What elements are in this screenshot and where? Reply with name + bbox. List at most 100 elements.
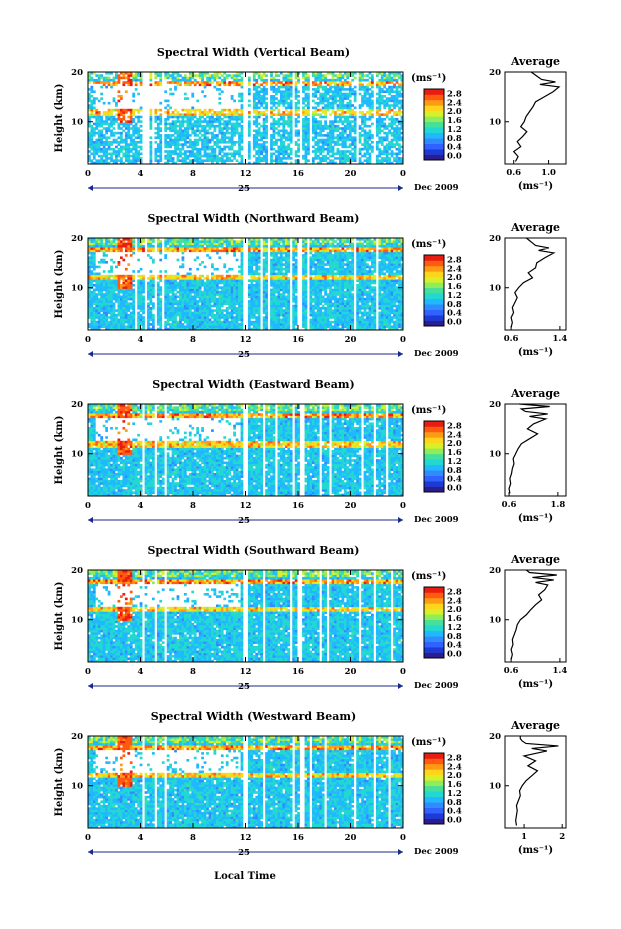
y-tick-label: 10 [71, 284, 83, 294]
colorbar-segment [424, 785, 444, 792]
y-axis-label: Height (km) [54, 416, 65, 485]
date-label: Dec 2009 [414, 847, 459, 857]
x-tick-label: 0 [85, 169, 91, 179]
day-axis-arrow-right [398, 849, 403, 855]
colorbar-tick-label: 0.8 [447, 632, 462, 642]
colorbar-tick-label: 2.0 [447, 107, 462, 117]
x-tick-label: 0 [85, 335, 91, 345]
average-profile-line [510, 569, 557, 660]
colorbar-segment [424, 614, 444, 621]
average-profile-line [512, 71, 561, 162]
colorbar-segment [424, 818, 444, 825]
colorbar-tick-label: 0.8 [447, 798, 462, 808]
colorbar-segment [424, 293, 444, 299]
colorbar-segment [424, 265, 444, 272]
day-axis-arrow-left [88, 185, 93, 191]
colorbar-segment [424, 619, 444, 626]
average-title: Average [510, 387, 560, 400]
colorbar-segment [424, 647, 444, 653]
colorbar-segment [424, 298, 444, 305]
x-tick-label: 12 [240, 501, 252, 511]
colorbar-segment [424, 802, 444, 808]
average-x-label: (ms⁻¹) [518, 845, 553, 856]
y-tick-label: 20 [71, 400, 83, 410]
panel-2: Spectral Width (Northward Beam) 0 4 8 12 16 20… [54, 212, 567, 360]
colorbar-tick-label: 1.2 [447, 623, 462, 633]
colorbar-tick-label: 0.8 [447, 466, 462, 476]
x-tick-label: 16 [292, 833, 304, 843]
average-x-tick-label: 1.0 [541, 168, 556, 178]
colorbar-segment [424, 807, 444, 814]
average-frame [504, 569, 567, 663]
x-tick-label: 16 [292, 335, 304, 345]
y-tick-label: 10 [71, 118, 83, 128]
average-title: Average [510, 221, 560, 234]
date-label: Dec 2009 [414, 183, 459, 193]
day-axis-arrow-right [398, 517, 403, 523]
x-tick-label: 12 [240, 335, 252, 345]
colorbar-segment [424, 769, 444, 776]
average-x-label: (ms⁻¹) [518, 181, 553, 192]
colorbar-segment [424, 608, 444, 615]
average-profile-line [515, 736, 559, 826]
colorbar-tick-label: 1.2 [447, 291, 462, 301]
x-tick-label: 8 [190, 667, 196, 677]
date-label: Dec 2009 [414, 349, 459, 359]
average-y-tick-label: 20 [489, 732, 501, 742]
colorbar-segment [424, 652, 444, 659]
colorbar-tick-label: 2.8 [447, 587, 462, 597]
day-label: 25 [238, 848, 250, 858]
colorbar-frame [423, 88, 445, 161]
colorbar-segment [424, 110, 444, 117]
panel-title: Spectral Width (Westward Beam) [151, 710, 356, 723]
date-label: Dec 2009 [414, 515, 459, 525]
colorbar-tick-label: 1.2 [447, 789, 462, 799]
average-x-tick-label: 0.6 [506, 168, 521, 178]
colorbar-tick-label: 0.0 [447, 816, 462, 826]
colorbar-segment [424, 791, 444, 797]
colorbar-segment [424, 287, 444, 294]
x-tick-label: 12 [240, 833, 252, 843]
average-title: Average [510, 719, 560, 732]
average-x-tick-label: 0.6 [504, 334, 519, 344]
colorbar-unit: (ms⁻¹) [411, 571, 446, 582]
day-label: 25 [238, 350, 250, 360]
colorbar-unit: (ms⁻¹) [411, 73, 446, 84]
plot-frame [87, 237, 404, 331]
colorbar-tick-label: 1.6 [447, 116, 462, 126]
colorbar-tick-label: 1.2 [447, 457, 462, 467]
x-tick-label: 16 [292, 169, 304, 179]
x-tick-label: 20 [345, 667, 357, 677]
colorbar-segment [424, 486, 444, 493]
y-tick-label: 10 [71, 616, 83, 626]
colorbar-segment [424, 89, 444, 95]
colorbar-tick-label: 0.0 [447, 152, 462, 162]
colorbar-segment [424, 453, 444, 460]
colorbar-segment [424, 154, 444, 161]
colorbar-segment [424, 753, 444, 759]
colorbar-segment [424, 315, 444, 321]
average-y-tick-label: 10 [489, 616, 501, 626]
colorbar-tick-label: 2.4 [447, 762, 462, 772]
heatmap [88, 238, 404, 331]
panel-title: Spectral Width (Eastward Beam) [152, 378, 354, 391]
colorbar-tick-label: 2.8 [447, 753, 462, 763]
x-tick-label: 20 [345, 833, 357, 843]
x-tick-label: 16 [292, 501, 304, 511]
colorbar-segment [424, 780, 444, 787]
colorbar-segment [424, 431, 444, 438]
panel-title: Spectral Width (Vertical Beam) [157, 46, 350, 59]
colorbar-tick-label: 0.4 [447, 641, 462, 651]
colorbar-segment [424, 149, 444, 155]
average-y-tick-label: 20 [489, 400, 501, 410]
x-tick-label: 0 [85, 667, 91, 677]
x-tick-label: 8 [190, 335, 196, 345]
average-y-tick-label: 10 [489, 284, 501, 294]
colorbar-tick-label: 0.0 [447, 318, 462, 328]
colorbar-unit: (ms⁻¹) [411, 239, 446, 250]
y-axis-label: Height (km) [54, 582, 65, 651]
average-x-tick-label: 1 [521, 832, 527, 842]
day-axis-arrow-left [88, 351, 93, 357]
average-x-label: (ms⁻¹) [518, 679, 553, 690]
colorbar-tick-label: 2.0 [447, 439, 462, 449]
